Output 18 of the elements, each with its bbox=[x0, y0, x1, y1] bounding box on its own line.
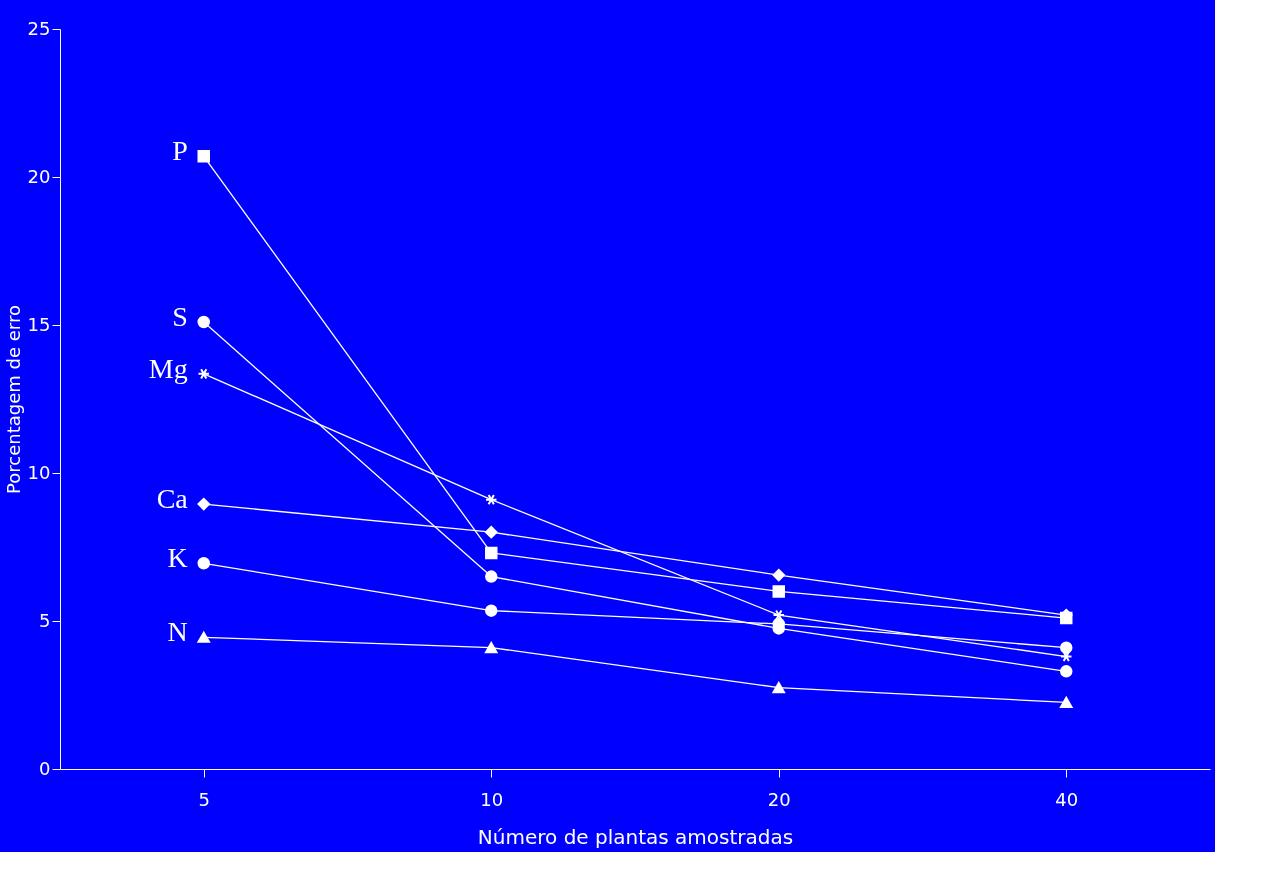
x-tick-label: 40 bbox=[1055, 788, 1079, 810]
y-tick-label: 15 bbox=[27, 313, 51, 335]
y-tick-label: 5 bbox=[39, 609, 51, 631]
y-axis-title: Porcentagem de erro bbox=[2, 305, 24, 494]
series-label: P bbox=[172, 135, 188, 167]
x-tick-label: 5 bbox=[198, 788, 210, 810]
x-tick-label: 20 bbox=[767, 788, 791, 810]
x-tick-label: 10 bbox=[480, 788, 504, 810]
x-axis-title: Número de plantas amostradas bbox=[477, 824, 794, 849]
series-label: S bbox=[172, 301, 188, 333]
y-tick-label: 20 bbox=[27, 165, 51, 187]
series-label: Ca bbox=[156, 483, 189, 515]
y-tick-label: 25 bbox=[27, 17, 51, 39]
series-label: K bbox=[167, 542, 188, 574]
y-tick-label: 0 bbox=[39, 757, 51, 779]
y-tick-label: 10 bbox=[27, 461, 51, 483]
series-label: N bbox=[167, 616, 188, 648]
series-label: Mg bbox=[148, 352, 188, 384]
